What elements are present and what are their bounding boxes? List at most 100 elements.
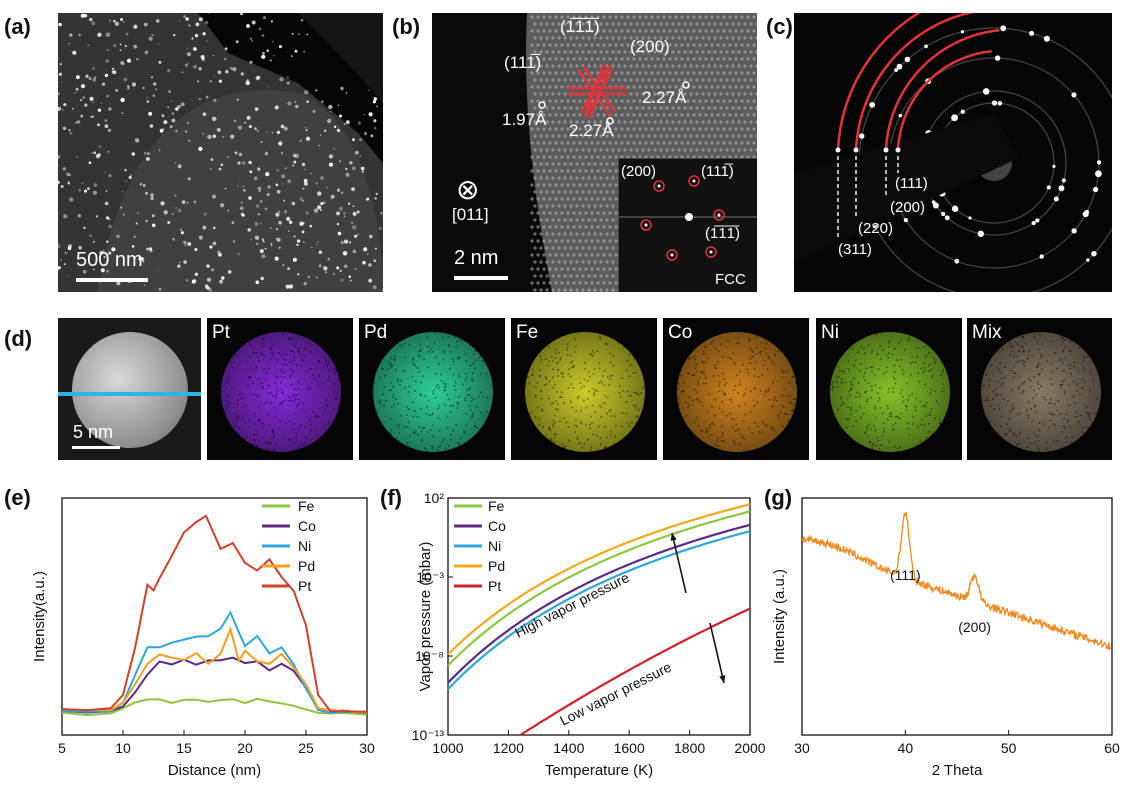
diffraction-spot bbox=[968, 216, 972, 220]
map-pixel bbox=[553, 414, 556, 417]
atom-column bbox=[653, 50, 657, 54]
map-pixel bbox=[417, 433, 419, 436]
atom-column bbox=[545, 274, 549, 278]
fft-spot-ring bbox=[705, 246, 717, 258]
map-pixel bbox=[458, 395, 460, 398]
map-pixel bbox=[714, 414, 716, 417]
map-pixel bbox=[858, 395, 861, 398]
map-pixel bbox=[258, 419, 261, 421]
map-pixel bbox=[540, 397, 543, 400]
map-pixel bbox=[755, 361, 757, 363]
nanoparticle-dot bbox=[293, 160, 297, 164]
map-pixel bbox=[1011, 389, 1014, 392]
map-pixel bbox=[440, 373, 442, 376]
eds-map-texture bbox=[830, 332, 951, 454]
map-pixel bbox=[257, 355, 259, 358]
map-pixel bbox=[459, 339, 461, 341]
map-pixel bbox=[795, 380, 797, 382]
nanoparticle-dot bbox=[97, 153, 101, 157]
map-pixel bbox=[226, 380, 229, 383]
atom-column bbox=[671, 50, 675, 54]
atom-column bbox=[626, 43, 630, 47]
nanoparticle-dot bbox=[159, 128, 164, 133]
nanoparticle-dot bbox=[235, 151, 238, 155]
nanoparticle-dot bbox=[303, 178, 308, 183]
map-pixel bbox=[552, 376, 554, 379]
map-pixel bbox=[832, 387, 835, 389]
atom-column bbox=[752, 71, 756, 75]
map-pixel bbox=[439, 445, 441, 447]
map-pixel bbox=[318, 360, 321, 362]
map-pixel bbox=[609, 361, 612, 364]
atom-column bbox=[593, 22, 597, 26]
map-pixel bbox=[1050, 413, 1053, 415]
nanoparticle-dot bbox=[345, 120, 350, 124]
nanoparticle-dot bbox=[304, 90, 309, 95]
atom-column bbox=[602, 57, 606, 61]
map-pixel bbox=[569, 354, 572, 357]
map-pixel bbox=[599, 338, 602, 340]
map-pixel bbox=[267, 413, 269, 416]
map-pixel bbox=[280, 381, 282, 384]
map-pixel bbox=[1022, 363, 1025, 365]
atom-column bbox=[557, 148, 561, 152]
atom-column bbox=[686, 15, 690, 19]
map-pixel bbox=[840, 378, 843, 380]
map-pixel bbox=[271, 343, 273, 345]
map-pixel bbox=[629, 364, 632, 366]
atom-column bbox=[701, 120, 705, 124]
map-pixel bbox=[462, 383, 464, 386]
map-pixel bbox=[713, 423, 715, 426]
map-pixel bbox=[402, 369, 405, 372]
map-pixel bbox=[280, 369, 283, 371]
map-pixel bbox=[751, 432, 754, 434]
map-pixel bbox=[554, 357, 557, 359]
map-pixel bbox=[268, 423, 270, 426]
map-pixel bbox=[288, 399, 291, 402]
map-pixel bbox=[712, 374, 715, 377]
nanoparticle-dot bbox=[75, 121, 77, 124]
nanoparticle-dot bbox=[173, 34, 176, 37]
atom-column bbox=[752, 29, 756, 33]
nanoparticle-dot bbox=[231, 221, 235, 225]
atom-column bbox=[680, 57, 684, 61]
ring-label-200: (200) bbox=[890, 199, 926, 216]
nanoparticle-dot bbox=[58, 268, 60, 271]
map-pixel bbox=[594, 389, 596, 392]
atom-column bbox=[707, 50, 711, 54]
nanoparticle-dot bbox=[133, 24, 138, 29]
nanoparticle-dot bbox=[208, 13, 211, 15]
atom-column bbox=[542, 197, 546, 201]
map-pixel bbox=[1027, 414, 1029, 416]
map-pixel bbox=[270, 437, 272, 439]
map-pixel bbox=[305, 411, 307, 414]
map-pixel bbox=[567, 373, 570, 375]
map-pixel bbox=[1010, 430, 1012, 432]
map-pixel bbox=[731, 418, 733, 420]
map-pixel bbox=[691, 374, 694, 376]
map-pixel bbox=[419, 343, 421, 345]
map-pixel bbox=[275, 376, 277, 378]
map-pixel bbox=[705, 431, 708, 434]
atom-column bbox=[647, 134, 651, 138]
atom-column bbox=[710, 141, 714, 145]
map-pixel bbox=[871, 352, 873, 354]
nanoparticle-dot bbox=[251, 40, 253, 42]
atom-column bbox=[596, 267, 600, 271]
atom-column bbox=[548, 85, 552, 89]
atom-column bbox=[743, 36, 747, 40]
series-line-pt bbox=[61, 514, 368, 713]
map-pixel bbox=[282, 399, 285, 402]
map-pixel bbox=[768, 357, 770, 360]
map-pixel bbox=[570, 375, 572, 378]
map-pixel bbox=[940, 361, 943, 363]
atom-column bbox=[680, 29, 684, 33]
map-pixel bbox=[274, 395, 277, 398]
atom-column bbox=[746, 57, 750, 61]
map-pixel bbox=[466, 376, 468, 379]
atom-column bbox=[614, 57, 618, 61]
atom-column bbox=[605, 274, 609, 278]
nanoparticle-dot bbox=[345, 92, 348, 94]
map-pixel bbox=[792, 376, 795, 378]
map-pixel bbox=[919, 423, 922, 426]
